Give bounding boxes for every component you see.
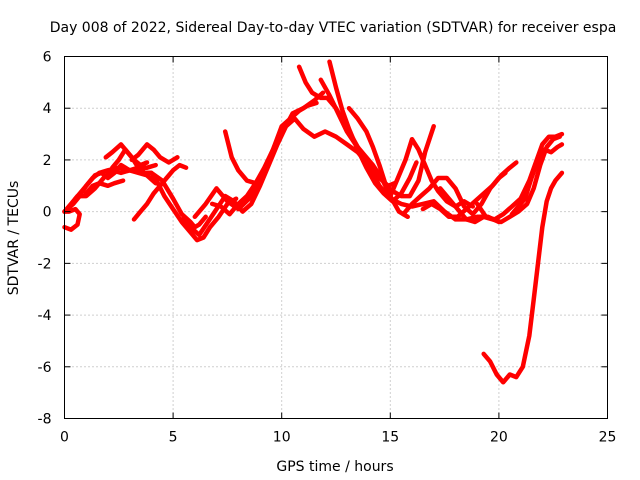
y-tick-label: 0 [43, 205, 52, 221]
y-tick-label: -4 [38, 308, 52, 324]
data-series-group [62, 59, 565, 385]
x-axis-label: GPS time / hours [276, 459, 393, 475]
series-line [83, 178, 126, 196]
y-axis-label: SDTVAR / TECUs [6, 181, 22, 296]
y-tick-label: -2 [38, 256, 52, 272]
series-line [129, 142, 180, 165]
series-line [438, 134, 562, 225]
series-line [481, 170, 565, 385]
series-line [222, 126, 284, 186]
series-line [346, 105, 436, 199]
series-line [318, 77, 410, 220]
series-line [474, 131, 565, 222]
axis-ticks: 0 5 10 15 20 25 -8 -6 -4 -2 0 2 4 6 [38, 50, 617, 446]
x-tick-label: 15 [381, 430, 399, 446]
series-line [509, 142, 565, 217]
y-tick-label: -6 [38, 360, 52, 376]
y-tick-label: 2 [43, 153, 52, 169]
chart-title: Day 008 of 2022, Sidereal Day-to-day VTE… [50, 20, 617, 36]
plot-frame [64, 56, 608, 419]
series-line [327, 59, 419, 204]
x-tick-label: 10 [273, 430, 291, 446]
series-line [110, 147, 239, 243]
series-line [420, 160, 519, 220]
x-tick-label: 5 [169, 430, 178, 446]
x-tick-label: 0 [60, 430, 69, 446]
y-tick-label: 6 [43, 50, 52, 66]
series-line [73, 162, 158, 201]
series-line [192, 90, 326, 220]
x-tick-label: 25 [599, 430, 617, 446]
series-line [131, 162, 189, 222]
y-tick-label: -8 [38, 412, 52, 428]
x-tick-label: 20 [490, 430, 508, 446]
y-tick-label: 4 [43, 101, 52, 117]
